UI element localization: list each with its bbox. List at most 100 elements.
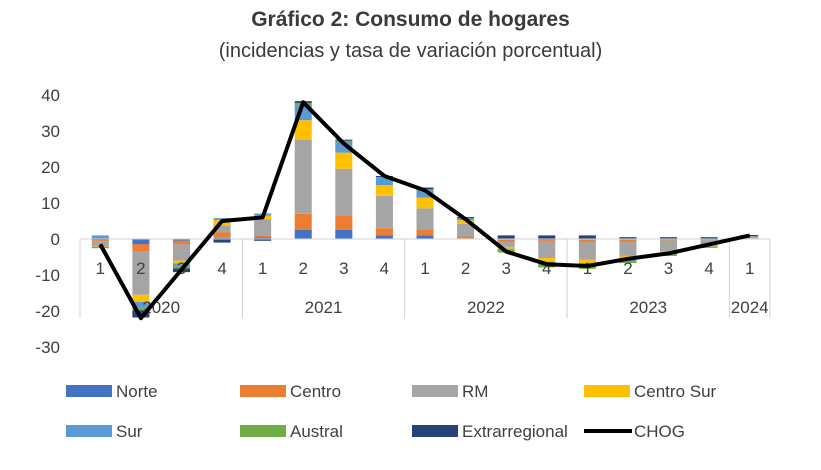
bar-norte (172, 239, 190, 241)
bar-rm (497, 241, 515, 247)
legend-swatch-norte (66, 385, 112, 397)
bar-extrarregional (132, 310, 150, 318)
x-quarter-label: 1 (745, 259, 754, 278)
bar-norte (132, 239, 150, 245)
x-year-label: 2024 (731, 298, 769, 317)
legend-label: CHOG (634, 422, 685, 441)
bar-rm (538, 241, 556, 259)
x-quarter-label: 3 (339, 259, 348, 278)
x-quarter-label: 4 (704, 259, 713, 278)
bar-sur (335, 142, 353, 153)
bar-rm (660, 240, 678, 252)
bar-rm (91, 241, 109, 247)
bar-centro (91, 240, 109, 242)
bar-extrarregional (619, 237, 637, 239)
bar-rm (741, 237, 759, 239)
bar-rm (213, 225, 231, 233)
bar-centro-sur (416, 197, 434, 209)
x-quarter-label: 4 (380, 259, 389, 278)
bar-rm (619, 241, 637, 256)
x-quarter-label: 4 (217, 259, 226, 278)
bar-norte (538, 239, 556, 241)
bar-centro (416, 230, 434, 236)
bar-rm (335, 168, 353, 216)
bar-centro (172, 240, 190, 245)
y-tick-label: 30 (41, 122, 60, 141)
y-tick-label: -10 (35, 266, 60, 285)
bar-sur (700, 246, 718, 248)
bar-centro (700, 239, 718, 241)
bar-sur (375, 177, 393, 185)
y-tick-label: 10 (41, 194, 60, 213)
legend-swatch-rm (412, 385, 458, 397)
bar-extrarregional (335, 139, 353, 141)
bar-centro-sur (457, 220, 475, 224)
bar-rm (294, 140, 312, 214)
x-quarter-label: 2 (623, 259, 632, 278)
x-quarter-label: 2 (461, 259, 470, 278)
chart-subtitle: (incidencias y tasa de variación porcent… (218, 40, 603, 62)
y-tick-label: 20 (41, 158, 60, 177)
bar-austral (132, 307, 150, 311)
y-tick-label: -30 (35, 338, 60, 357)
legend-label: Sur (116, 422, 143, 441)
legend-swatch-centro (240, 385, 286, 397)
bar-centro (213, 232, 231, 238)
bar-extrarregional (254, 239, 272, 241)
bar-rm (416, 208, 434, 230)
chart-title: Gráfico 2: Consumo de hogares (251, 8, 570, 31)
legend-label: Centro Sur (634, 382, 717, 401)
bar-centro (619, 239, 637, 242)
bar-austral (619, 260, 637, 264)
bar-centro-sur (497, 246, 515, 249)
bar-norte (375, 235, 393, 239)
bar-centro (578, 239, 596, 242)
x-quarter-label: 1 (258, 259, 267, 278)
legend-label: Austral (290, 422, 343, 441)
bar-centro (497, 239, 515, 242)
bar-centro (457, 236, 475, 239)
legend-swatch-extrarregional (412, 425, 458, 437)
bar-centro (335, 215, 353, 230)
bar-rm (132, 251, 150, 295)
bar-centro-sur (172, 260, 190, 264)
bar-norte (294, 230, 312, 239)
x-quarter-label: 1 (96, 259, 105, 278)
bar-norte (335, 230, 353, 239)
x-quarter-label: 1 (420, 259, 429, 278)
bar-centro (375, 228, 393, 236)
bar-sur (416, 190, 434, 198)
x-quarter-label: 2 (136, 259, 145, 278)
bar-sur (172, 263, 190, 267)
y-tick-label: -20 (35, 302, 60, 321)
x-year-label: 2022 (467, 298, 505, 317)
bar-centro-sur (375, 185, 393, 196)
bar-centro (294, 213, 312, 230)
bar-extrarregional (213, 239, 231, 243)
x-year-label: 2023 (629, 298, 667, 317)
bar-centro-sur (132, 294, 150, 302)
bar-norte (254, 237, 272, 239)
bar-centro (254, 235, 272, 238)
bar-sur (91, 235, 109, 239)
legend-swatch-centro-sur (584, 385, 630, 397)
x-year-label: 2021 (305, 298, 343, 317)
bar-rm (172, 244, 190, 261)
bar-austral (700, 247, 718, 248)
legend-label: Norte (116, 382, 158, 401)
bar-extrarregional (497, 235, 515, 239)
bar-extrarregional (538, 235, 556, 239)
bar-centro-sur (335, 152, 353, 169)
bar-centro-sur (578, 259, 596, 264)
bar-rm (457, 223, 475, 237)
x-quarter-label: 1 (583, 259, 592, 278)
legend-swatch-sur (66, 425, 112, 437)
x-quarter-label: 3 (664, 259, 673, 278)
bar-centro (132, 244, 150, 252)
legend-label: Extrarregional (462, 422, 568, 441)
bar-rm (578, 241, 596, 260)
bar-rm (375, 195, 393, 229)
legend-swatch-austral (240, 425, 286, 437)
